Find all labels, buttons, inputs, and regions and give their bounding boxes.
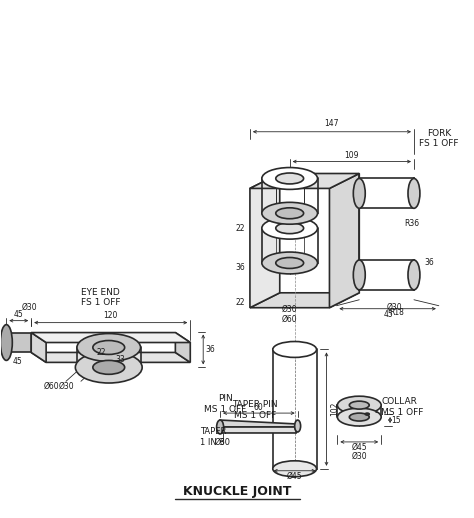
Text: 36: 36 — [235, 264, 245, 272]
Ellipse shape — [353, 179, 365, 208]
Text: 102: 102 — [330, 402, 339, 416]
Ellipse shape — [262, 252, 318, 274]
Ellipse shape — [217, 420, 224, 434]
Text: 33: 33 — [116, 355, 126, 364]
Ellipse shape — [273, 341, 317, 357]
Text: 60: 60 — [254, 402, 264, 412]
Ellipse shape — [353, 260, 365, 290]
Polygon shape — [329, 174, 359, 308]
Text: 120: 120 — [103, 311, 118, 320]
Polygon shape — [31, 333, 190, 342]
Polygon shape — [220, 420, 298, 427]
Text: Ø60: Ø60 — [282, 315, 298, 324]
Ellipse shape — [276, 208, 304, 219]
Text: COLLAR
- MS 1 OFF: COLLAR - MS 1 OFF — [375, 397, 423, 417]
Text: 22: 22 — [236, 224, 245, 233]
Text: 22: 22 — [236, 298, 245, 307]
Text: 45: 45 — [383, 310, 393, 319]
Text: FORK
FS 1 OFF: FORK FS 1 OFF — [419, 129, 458, 149]
Text: Ø30: Ø30 — [282, 305, 298, 314]
Ellipse shape — [408, 179, 420, 208]
Ellipse shape — [273, 461, 317, 477]
Text: PIN
MS 1 OFF: PIN MS 1 OFF — [204, 394, 246, 414]
Text: 36: 36 — [205, 345, 215, 354]
Text: 109: 109 — [344, 151, 358, 160]
Text: Ø30: Ø30 — [386, 303, 402, 312]
Ellipse shape — [77, 334, 141, 362]
Polygon shape — [250, 293, 359, 308]
Polygon shape — [6, 333, 31, 352]
Text: 15: 15 — [391, 415, 401, 425]
Ellipse shape — [262, 217, 318, 239]
Ellipse shape — [337, 396, 381, 414]
Text: R18: R18 — [389, 308, 404, 317]
Ellipse shape — [93, 361, 125, 375]
Text: Ø6: Ø6 — [215, 437, 226, 447]
Ellipse shape — [0, 325, 12, 361]
Polygon shape — [250, 174, 359, 189]
Ellipse shape — [408, 260, 420, 290]
Polygon shape — [31, 352, 190, 363]
Ellipse shape — [262, 167, 318, 190]
Text: Ø45: Ø45 — [287, 472, 302, 481]
Text: Ø30: Ø30 — [351, 451, 367, 461]
Text: 45: 45 — [13, 310, 23, 319]
Polygon shape — [220, 427, 297, 433]
Ellipse shape — [276, 173, 304, 184]
Ellipse shape — [93, 340, 125, 354]
Ellipse shape — [295, 420, 301, 432]
Text: TAPER PIN
MS 1 OFF: TAPER PIN MS 1 OFF — [232, 400, 278, 420]
Text: 36: 36 — [424, 258, 434, 267]
Ellipse shape — [337, 408, 381, 426]
Ellipse shape — [349, 413, 369, 421]
Text: 22: 22 — [96, 348, 106, 357]
Polygon shape — [175, 333, 190, 363]
Ellipse shape — [365, 413, 369, 415]
Ellipse shape — [75, 352, 142, 383]
Text: Ø30: Ø30 — [21, 303, 37, 312]
Text: TAPER
1 IN 30: TAPER 1 IN 30 — [200, 427, 230, 447]
Ellipse shape — [276, 257, 304, 268]
Ellipse shape — [349, 401, 369, 409]
Text: KNUCKLE JOINT: KNUCKLE JOINT — [183, 485, 291, 498]
Text: Ø30: Ø30 — [58, 382, 74, 391]
Text: 147: 147 — [324, 119, 339, 128]
Text: R36: R36 — [404, 219, 419, 228]
Text: Ø60: Ø60 — [44, 382, 59, 391]
Text: 45: 45 — [12, 357, 22, 366]
Ellipse shape — [262, 203, 318, 224]
Polygon shape — [250, 174, 280, 308]
Text: EYE END
FS 1 OFF: EYE END FS 1 OFF — [81, 288, 120, 308]
Polygon shape — [31, 333, 46, 363]
Text: Ø45: Ø45 — [351, 442, 367, 451]
Ellipse shape — [276, 223, 304, 234]
